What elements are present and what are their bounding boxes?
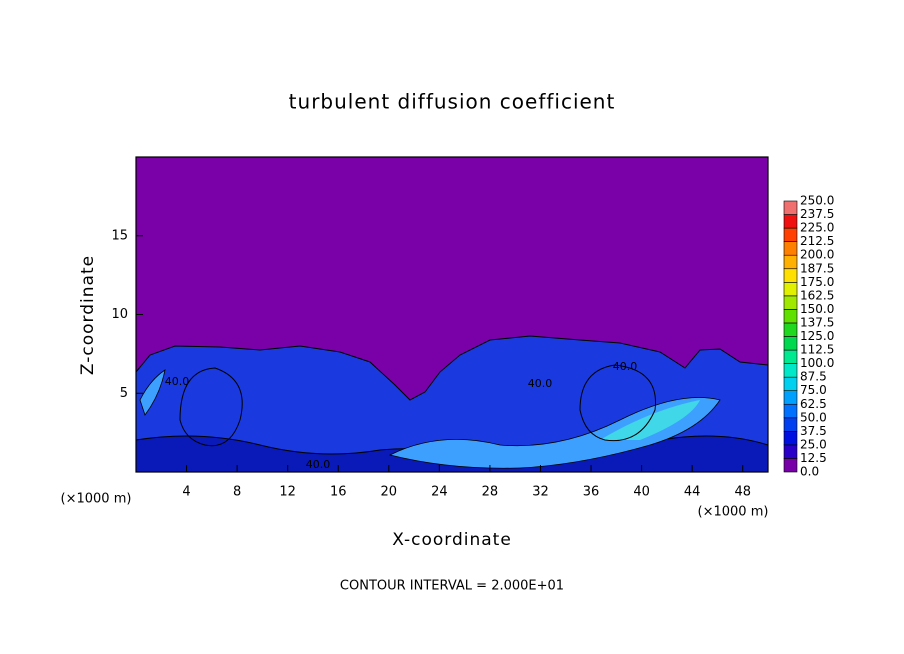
colorbar-label: 12.5 [800,451,827,465]
colorbar-box [783,349,798,364]
colorbar-box [783,309,798,324]
contour-label: 40.0 [613,360,638,373]
colorbar-box [783,214,798,229]
x-tick-label: 4 [182,485,190,500]
colorbar-label: 225.0 [800,221,834,235]
x-tick-label: 40 [633,485,650,500]
colorbar-box [783,322,798,337]
y-axis-label: Z-coordinate [78,255,98,375]
colorbar-box [783,281,798,297]
colorbar-label: 150.0 [800,302,834,316]
colorbar-label: 37.5 [800,424,827,438]
y-tick-label: 15 [111,228,128,243]
x-tick-label: 16 [330,485,347,500]
colorbar-box [783,417,798,432]
colorbar-box [783,363,798,378]
x-tick-label: 44 [684,485,701,500]
colorbar-label: 112.5 [800,343,834,357]
colorbar-box [783,295,798,310]
x-tick-label: 28 [482,485,499,500]
colorbar-label: 50.0 [800,410,827,424]
x-unit-right: (×1000 m) [698,505,769,520]
colorbar-label: 125.0 [800,329,834,343]
contour-label: 40.0 [306,458,331,471]
colorbar-label: 162.5 [800,288,834,302]
colorbar-box [783,254,798,270]
colorbar-label: 212.5 [800,234,834,248]
colorbar-box [783,444,798,459]
footnote: CONTOUR INTERVAL = 2.000E+01 [340,579,564,594]
x-tick-label: 36 [583,485,600,500]
colorbar-box [783,268,798,283]
x-tick-label: 32 [532,485,549,500]
field-region-outline [179,364,656,447]
x-tick-label: 24 [431,485,448,500]
colorbar-label: 0.0 [800,465,819,479]
colorbar-label: 137.5 [800,315,834,329]
colorbar-label: 100.0 [800,356,834,370]
colorbar-label: 75.0 [800,383,827,397]
x-tick-label: 20 [381,485,398,500]
colorbar-box [783,403,798,419]
x-tick-label: 48 [734,485,751,500]
colorbar-label: 175.0 [800,275,834,289]
contour-label: 40.0 [165,375,190,388]
chart-title: turbulent diffusion coefficient [289,90,616,114]
x-tick-label: 12 [279,485,296,500]
contour-label: 40.0 [528,377,553,390]
colorbar-label: 87.5 [800,370,827,384]
colorbar-box [783,458,798,473]
field-light [388,397,721,469]
colorbar-label: 25.0 [800,437,827,451]
colorbar-box [783,376,798,391]
colorbar-label: 187.5 [800,261,834,275]
x-unit-left: (×1000 m) [61,492,132,507]
colorbar-box [783,227,798,242]
colorbar-label: 62.5 [800,397,827,411]
colorbar-box [783,336,798,351]
y-tick-label: 5 [120,386,128,401]
colorbar-box [783,200,798,215]
colorbar-box [783,431,798,446]
colorbar-box [783,390,798,405]
x-tick-label: 8 [233,485,241,500]
colorbar-label: 237.5 [800,207,834,221]
colorbar-box [783,241,798,256]
colorbar-label: 200.0 [800,248,834,262]
y-tick-label: 10 [111,307,128,322]
x-axis-label: X-coordinate [392,530,512,550]
colorbar-label: 250.0 [800,194,834,208]
field-light [139,369,166,416]
